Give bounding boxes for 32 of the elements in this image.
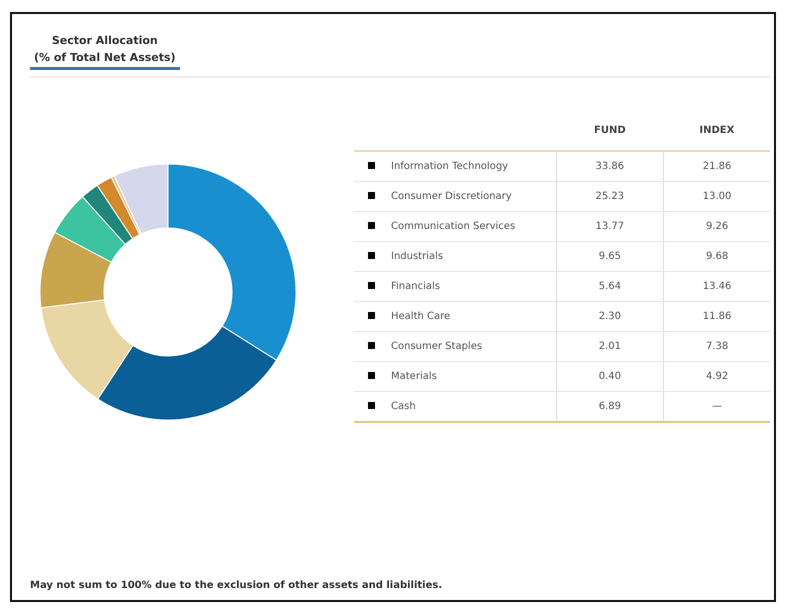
category-label: Health Care bbox=[391, 310, 452, 324]
category-label: Cash bbox=[391, 400, 417, 414]
text: FUND bbox=[556, 110, 664, 151]
category-label: Materials bbox=[391, 370, 438, 384]
data-label: 9.65 bbox=[556, 242, 664, 272]
data-label: 11.86 bbox=[664, 302, 770, 332]
category-label: Information Technology bbox=[391, 160, 510, 174]
data-label: 33.86 bbox=[556, 151, 664, 182]
category-label: Industrials bbox=[391, 250, 444, 264]
data-label: 6.89 bbox=[556, 392, 664, 422]
data-label: 7.38 bbox=[664, 332, 770, 362]
data-label: 2.30 bbox=[556, 302, 664, 332]
category-label: Communication Services bbox=[391, 220, 516, 234]
data-label: 13.00 bbox=[664, 182, 770, 212]
data-label: 9.68 bbox=[664, 242, 770, 272]
data-label: 2.01 bbox=[556, 332, 664, 362]
text: May not sum to 100% due to the exclusion of other assets and liabilities. bbox=[30, 580, 442, 591]
data-label: 5.64 bbox=[556, 272, 664, 302]
chart-title: Sector Allocation bbox=[50, 33, 159, 49]
category-label: Financials bbox=[391, 280, 441, 294]
chart-subtitle: (% of Total Net Assets) bbox=[34, 50, 176, 66]
data-label: 0.40 bbox=[556, 362, 664, 392]
text: INDEX bbox=[664, 110, 770, 151]
data-label: — bbox=[664, 392, 770, 422]
data-label: 25.23 bbox=[556, 182, 664, 212]
data-label: 13.46 bbox=[664, 272, 770, 302]
data-label: 4.92 bbox=[664, 362, 770, 392]
data-label: 21.86 bbox=[664, 151, 770, 182]
category-label: Consumer Staples bbox=[391, 340, 484, 354]
category-label: Consumer Discretionary bbox=[391, 190, 513, 204]
data-label: 9.26 bbox=[664, 212, 770, 242]
data-label: 13.77 bbox=[556, 212, 664, 242]
